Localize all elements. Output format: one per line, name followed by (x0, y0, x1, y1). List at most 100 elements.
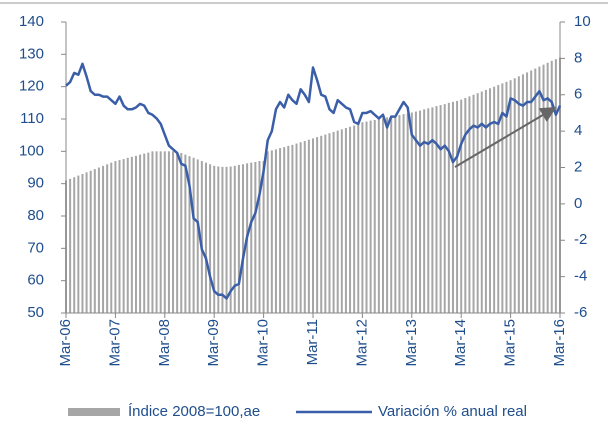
y2-tick-label: 6 (574, 86, 582, 103)
bar (419, 110, 422, 314)
bar (155, 151, 158, 313)
legend: Índice 2008=100,ae Variación % anual real (68, 403, 527, 420)
bar (274, 149, 277, 313)
bar (390, 116, 393, 313)
bar (513, 78, 516, 313)
bar (126, 157, 129, 313)
bar (118, 160, 121, 313)
bar (73, 177, 76, 313)
bar (250, 162, 253, 313)
bar (262, 161, 265, 313)
bar (97, 167, 100, 313)
bar (328, 133, 331, 313)
bar (270, 150, 273, 313)
bar (435, 106, 438, 313)
bar (81, 173, 84, 313)
x-tick-label: Mar-12 (353, 319, 370, 367)
bar (172, 151, 175, 313)
bar (159, 151, 162, 313)
bar (538, 66, 541, 314)
bar (530, 70, 533, 313)
bar (365, 121, 368, 313)
x-tick-label: Mar-06 (57, 319, 74, 367)
y-tick-label: 50 (27, 304, 44, 321)
bar (468, 96, 471, 313)
bar (283, 147, 286, 313)
y-tick-label: 70 (27, 239, 44, 256)
bar (521, 74, 524, 313)
bar (394, 115, 397, 314)
bar (357, 123, 360, 313)
bar (509, 80, 512, 313)
y2-tick-label: 4 (574, 122, 582, 139)
bar (77, 175, 80, 313)
bar (295, 143, 298, 313)
bar (460, 99, 463, 313)
bar (316, 137, 319, 313)
bar (431, 107, 434, 313)
bar (147, 152, 150, 313)
bar (497, 85, 500, 313)
bar (89, 170, 92, 313)
bar (303, 140, 306, 313)
bar (320, 135, 323, 313)
bar (381, 118, 384, 313)
bar (102, 165, 105, 313)
bar (443, 104, 446, 313)
bar (176, 151, 179, 313)
bar (373, 119, 376, 313)
bar (291, 144, 294, 313)
bar (196, 159, 199, 313)
bar (451, 101, 454, 313)
bar (410, 112, 413, 314)
legend-label: Variación % anual real (378, 403, 527, 420)
bar (447, 102, 450, 313)
bar (229, 166, 232, 313)
bar (188, 156, 191, 313)
bar (192, 157, 195, 313)
y-tick-label: 60 (27, 272, 44, 289)
y2-tick-label: 8 (574, 49, 582, 66)
y-tick-label: 90 (27, 175, 44, 192)
bar (217, 166, 220, 313)
bar (85, 172, 88, 313)
bar (493, 86, 496, 314)
bar (472, 94, 475, 313)
y2-tick-label: -6 (574, 304, 587, 321)
bar (254, 162, 257, 313)
y-tick-label: 80 (27, 207, 44, 224)
bar (134, 155, 137, 313)
legend-swatch (68, 408, 120, 416)
bar (414, 111, 417, 314)
bar (209, 164, 212, 313)
y-tick-label: 100 (19, 142, 44, 159)
legend-label: Índice 2008=100,ae (128, 403, 260, 420)
bar (233, 165, 236, 313)
bar (237, 164, 240, 313)
y-tick-label: 140 (19, 13, 44, 30)
bar (106, 164, 109, 313)
bar (213, 165, 216, 313)
bar (480, 91, 483, 314)
bar (93, 169, 96, 313)
y-tick-label: 130 (19, 45, 44, 62)
bar (427, 108, 430, 313)
bar (114, 161, 117, 313)
bar (307, 139, 310, 313)
x-tick-label: Mar-07 (106, 319, 123, 367)
x-tick-label: Mar-11 (304, 319, 321, 365)
bar (312, 138, 314, 313)
bar (287, 145, 290, 313)
bar (299, 142, 302, 313)
bar (344, 128, 347, 313)
bar (484, 89, 487, 314)
bar (517, 76, 520, 313)
bar (353, 125, 356, 313)
x-tick-label: Mar-16 (551, 319, 568, 367)
y2-tick-label: 10 (574, 13, 591, 30)
bar (501, 83, 504, 313)
bar (279, 148, 282, 313)
bar (439, 105, 442, 313)
bar (139, 154, 142, 313)
